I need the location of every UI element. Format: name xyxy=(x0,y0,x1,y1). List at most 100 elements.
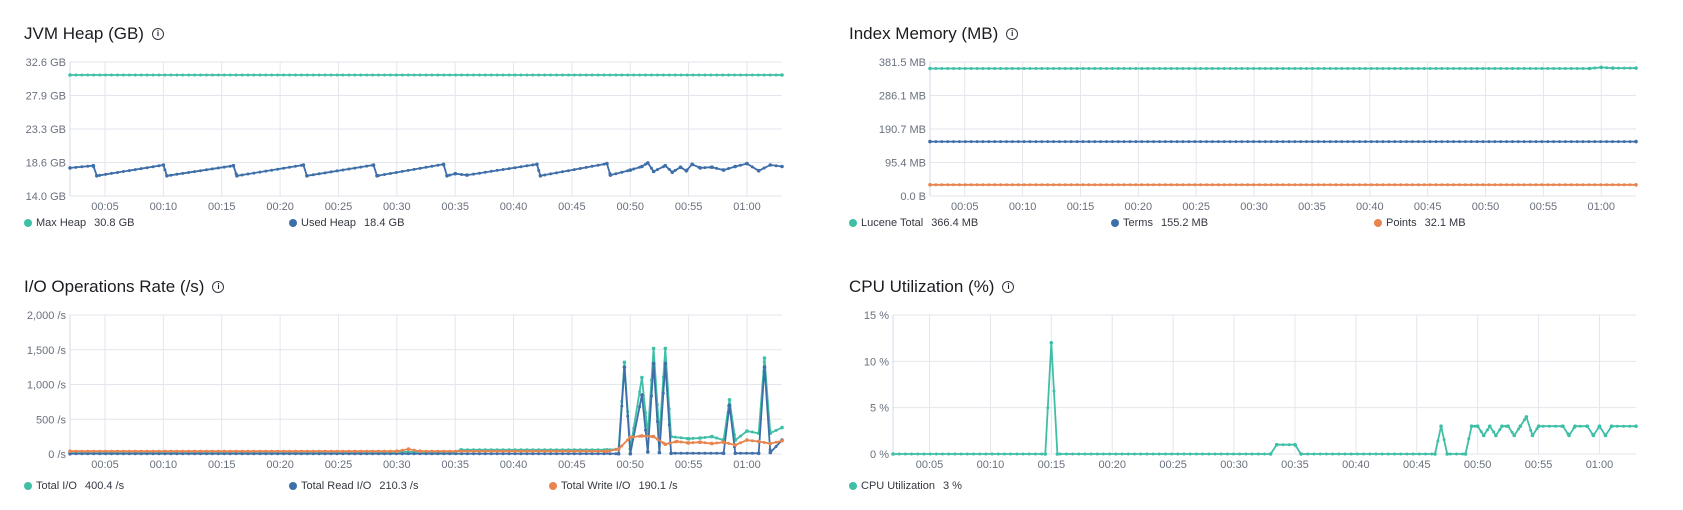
info-icon[interactable]: i xyxy=(1002,281,1015,293)
data-point xyxy=(1222,183,1226,187)
data-point xyxy=(1463,67,1467,70)
data-point xyxy=(1554,424,1557,428)
data-point xyxy=(1246,183,1250,187)
data-point xyxy=(1516,427,1520,431)
data-point xyxy=(181,449,185,453)
data-point xyxy=(1628,66,1632,70)
data-point xyxy=(1399,183,1403,187)
data-point xyxy=(442,449,446,453)
data-point xyxy=(1563,67,1567,70)
data-point xyxy=(774,164,778,168)
data-point xyxy=(963,140,967,144)
legend-value: 155.2 MB xyxy=(1160,217,1209,229)
legend-item[interactable]: CPU Utilization 3 % xyxy=(849,480,962,492)
data-point xyxy=(231,163,236,168)
data-point xyxy=(1158,140,1161,144)
data-point xyxy=(501,452,505,456)
io-operations-chart[interactable]: 2,000 /s 1,500 /s 1,000 /s 500 /s 0 /s 00:05 0… xyxy=(24,310,794,476)
data-point xyxy=(210,73,214,77)
x-tick-label: 00:15 xyxy=(1067,201,1095,213)
data-point xyxy=(175,449,179,453)
jvm-heap-chart[interactable]: 32.6 GB 27.9 GB 23.3 GB 18.6 GB 14.0 GB 00:05… xyxy=(24,57,794,218)
info-icon[interactable]: i xyxy=(151,28,164,40)
cpu-utilization-chart[interactable]: 15 % 10 % 5 % 0 % 00:05 00:10 00:15 00:20 00:25 0… xyxy=(849,310,1649,476)
data-point xyxy=(1616,183,1620,187)
panel-title: I/O Operations Rate (/s) i xyxy=(24,277,225,297)
data-point xyxy=(454,449,458,453)
data-point xyxy=(1201,452,1205,456)
index-memory-chart[interactable]: 381.5 MB 286.1 MB 190.7 MB 95.4 MB 0.0 B 00:0… xyxy=(849,57,1649,218)
data-point xyxy=(1473,424,1477,428)
legend-item[interactable]: Used Heap 18.4 GB xyxy=(289,217,404,229)
data-point xyxy=(1310,67,1314,70)
data-point xyxy=(638,73,642,77)
data-point xyxy=(531,449,535,453)
data-point xyxy=(1043,452,1048,456)
x-tick-label: 00:10 xyxy=(977,459,1005,471)
data-point xyxy=(353,449,357,453)
data-point xyxy=(1133,452,1136,456)
data-point xyxy=(953,452,957,456)
data-point xyxy=(199,449,202,453)
data-point xyxy=(1152,183,1156,187)
legend-item[interactable]: Terms 155.2 MB xyxy=(1111,217,1208,229)
data-point xyxy=(377,449,380,453)
data-point xyxy=(1369,140,1373,144)
data-point xyxy=(323,452,327,456)
data-point xyxy=(1430,452,1434,456)
data-point xyxy=(1268,452,1273,456)
data-point xyxy=(240,452,244,456)
data-point xyxy=(650,73,653,77)
data-point xyxy=(1120,452,1124,456)
data-point xyxy=(1452,183,1456,187)
data-point xyxy=(1193,67,1197,70)
data-point xyxy=(1293,442,1297,447)
data-point xyxy=(663,346,668,351)
data-point xyxy=(98,173,102,177)
data-point xyxy=(1440,183,1444,187)
data-point xyxy=(489,449,493,453)
data-point xyxy=(1528,140,1532,144)
data-point xyxy=(715,441,719,445)
data-point xyxy=(739,163,742,167)
data-point xyxy=(329,73,333,77)
data-point xyxy=(780,73,784,77)
data-point xyxy=(1146,183,1150,187)
data-point xyxy=(768,73,772,77)
data-point xyxy=(733,443,738,447)
y-tick-label: 18.6 GB xyxy=(26,158,66,170)
data-point xyxy=(620,444,624,448)
info-icon[interactable]: i xyxy=(1006,28,1019,40)
data-point xyxy=(441,162,446,167)
data-point xyxy=(323,73,327,77)
legend-item[interactable]: Total Write I/O 190.1 /s xyxy=(549,480,678,492)
data-point xyxy=(270,73,274,77)
data-point xyxy=(252,171,256,175)
legend-item[interactable]: Lucene Total 366.4 MB xyxy=(849,217,978,229)
legend-item[interactable]: Points 32.1 MB xyxy=(1374,217,1466,229)
data-point xyxy=(537,168,541,172)
data-point xyxy=(1175,183,1179,187)
legend-swatch xyxy=(1374,219,1382,227)
data-point xyxy=(667,441,671,445)
data-point xyxy=(1263,67,1267,70)
x-tick-label: 00:15 xyxy=(208,459,236,471)
legend-item[interactable]: Total I/O 400.4 /s xyxy=(24,480,124,492)
y-tick-label: 0 /s xyxy=(48,449,66,461)
data-point xyxy=(1615,424,1619,428)
data-point xyxy=(264,73,268,77)
data-point xyxy=(957,67,961,70)
data-point xyxy=(394,73,398,77)
legend-item[interactable]: Total Read I/O 210.3 /s xyxy=(289,480,418,492)
legend-label: Total Write I/O xyxy=(561,480,631,492)
info-icon[interactable]: i xyxy=(212,281,225,293)
data-point xyxy=(1316,67,1320,70)
data-point xyxy=(1546,183,1550,187)
data-point xyxy=(590,73,594,77)
data-point xyxy=(1518,424,1523,428)
data-point xyxy=(270,168,274,172)
data-point xyxy=(483,73,487,77)
legend-item[interactable]: Max Heap 30.8 GB xyxy=(24,217,135,229)
data-point xyxy=(614,172,618,176)
data-point xyxy=(222,73,226,77)
